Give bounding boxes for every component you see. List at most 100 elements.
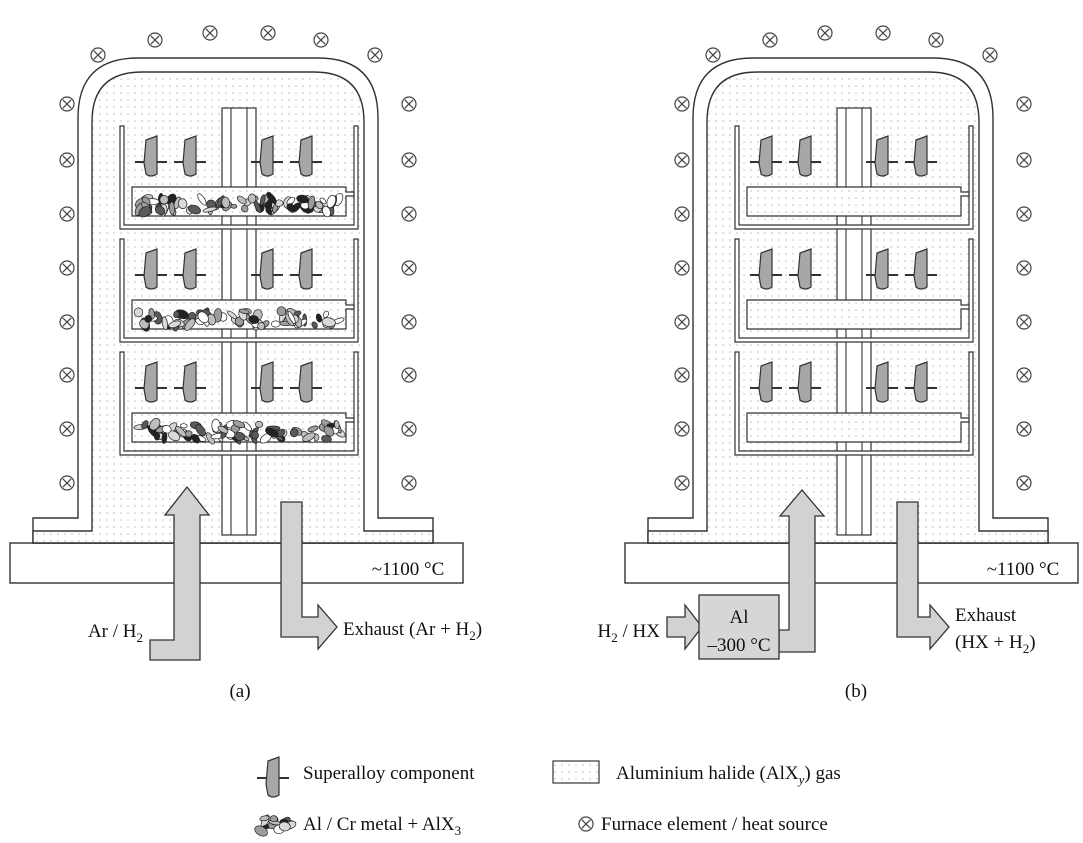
furnace-element-icon xyxy=(1016,367,1032,383)
furnace-element-icon xyxy=(59,314,75,330)
legend-gas: Aluminium halide (AlXy) gas xyxy=(552,760,841,787)
caption-a: (a) xyxy=(229,681,250,702)
furnace-element-icon xyxy=(762,32,778,48)
tray xyxy=(119,125,359,230)
superalloy-component-icon xyxy=(789,361,821,403)
inlet-label-a: Ar / H2 xyxy=(88,621,143,645)
furnace-element-icon xyxy=(928,32,944,48)
furnace-b: ~1100 °C H2 / HX Al –300 °C Exhaust (HX … xyxy=(598,25,1079,702)
furnace-element-icon xyxy=(578,816,594,832)
gas-flow-arrows-b xyxy=(666,488,950,660)
furnace-element-icon xyxy=(817,25,833,41)
furnace-a: ~1100 °C Ar / H2 Exhaust (Ar + H2) (a) xyxy=(9,25,482,702)
superalloy-component-icon xyxy=(174,135,206,177)
tray xyxy=(734,125,974,230)
inlet-arrow-a xyxy=(149,485,211,661)
inlet-label-b: H2 / HX xyxy=(598,621,661,645)
furnace-element-icon xyxy=(59,96,75,112)
superalloy-component-icon xyxy=(174,361,206,403)
furnace-element-icon xyxy=(313,32,329,48)
gas-flow-arrows-a xyxy=(149,485,338,661)
aluminium-halide-gas-swatch xyxy=(552,760,600,784)
source-box-label-1: Al xyxy=(730,607,749,628)
furnace-element-icon xyxy=(674,260,690,276)
furnace-element-icon xyxy=(367,47,383,63)
aluminium-source-box xyxy=(698,594,780,660)
legend: Superalloy component Aluminium halide (A… xyxy=(254,756,841,838)
furnace-element-icon xyxy=(90,47,106,63)
superalloy-component-icon xyxy=(866,135,898,177)
furnace-element-icon xyxy=(674,152,690,168)
furnace-element-icon xyxy=(59,260,75,276)
furnace-element-icon xyxy=(1016,152,1032,168)
furnace-element-icon xyxy=(59,475,75,491)
furnace-element-icon xyxy=(1016,96,1032,112)
superalloy-component-icon xyxy=(251,135,283,177)
al-cr-metal-pebbles-icon xyxy=(134,191,344,218)
furnace-element-icon xyxy=(401,206,417,222)
legend-metal: Al / Cr metal + AlX3 xyxy=(254,814,461,838)
base-plate-b xyxy=(624,542,1079,584)
superalloy-component-icon xyxy=(290,248,322,290)
al-cr-metal-pebbles-icon xyxy=(254,814,297,837)
superalloy-component-icon xyxy=(135,248,167,290)
superalloy-component-icon xyxy=(750,135,782,177)
superalloy-component-icon xyxy=(174,248,206,290)
exhaust-label-a: Exhaust (Ar + H2) xyxy=(343,619,482,643)
tray xyxy=(734,238,974,343)
tray xyxy=(119,238,359,343)
furnace-element-icon xyxy=(401,314,417,330)
furnace-element-icon xyxy=(982,47,998,63)
superalloy-component-icon xyxy=(905,361,937,403)
superalloy-component-icon xyxy=(750,361,782,403)
furnace-element-icon xyxy=(674,421,690,437)
superalloy-component-icon xyxy=(789,248,821,290)
superalloy-component-icon xyxy=(866,361,898,403)
furnace-element-icon xyxy=(401,260,417,276)
temperature-label-a: ~1100 °C xyxy=(372,559,445,580)
superalloy-component-icon xyxy=(290,135,322,177)
furnace-element-icon xyxy=(1016,260,1032,276)
furnace-element-icon xyxy=(59,367,75,383)
exhaust-label-b-line2: (HX + H2) xyxy=(955,632,1036,656)
furnace-element-icon xyxy=(1016,421,1032,437)
superalloy-component-icon xyxy=(905,135,937,177)
source-box-label-2: –300 °C xyxy=(706,635,770,656)
exhaust-arrow-a xyxy=(280,501,338,651)
caption-b: (b) xyxy=(845,681,867,702)
furnace-element-icon xyxy=(674,314,690,330)
tray xyxy=(734,351,974,456)
furnace-element-icon xyxy=(705,47,721,63)
source-outlet-arrow-b xyxy=(778,488,826,653)
furnace-element-icon xyxy=(674,475,690,491)
superalloy-component-icon xyxy=(135,135,167,177)
furnace-element-icon xyxy=(59,152,75,168)
legend-furnace-label: Furnace element / heat source xyxy=(601,814,828,835)
furnace-element-icon xyxy=(59,421,75,437)
base-plate-a xyxy=(9,542,464,584)
legend-metal-label: Al / Cr metal + AlX3 xyxy=(303,814,461,838)
furnace-element-icon xyxy=(674,367,690,383)
legend-superalloy: Superalloy component xyxy=(257,756,475,798)
furnace-element-icon xyxy=(1016,314,1032,330)
furnace-element-icon xyxy=(147,32,163,48)
exhaust-label-b-line1: Exhaust xyxy=(955,605,1017,626)
al-cr-metal-pebbles-icon xyxy=(133,418,346,445)
furnace-element-icon xyxy=(401,96,417,112)
superalloy-component-icon xyxy=(251,248,283,290)
furnace-element-icon xyxy=(1016,206,1032,222)
al-cr-metal-pebbles-icon xyxy=(254,814,297,837)
legend-gas-label: Aluminium halide (AlXy) gas xyxy=(616,763,841,787)
superalloy-component-icon xyxy=(135,361,167,403)
superalloy-component-icon xyxy=(290,361,322,403)
al-cr-metal-pebbles-icon xyxy=(133,306,345,332)
furnace-element-icon xyxy=(260,25,276,41)
legend-furnace: Furnace element / heat source xyxy=(578,814,828,835)
superalloy-component-icon xyxy=(750,248,782,290)
legend-superalloy-label: Superalloy component xyxy=(303,763,475,784)
furnace-element-icon xyxy=(401,367,417,383)
furnace-element-icon xyxy=(59,206,75,222)
temperature-label-b: ~1100 °C xyxy=(987,559,1060,580)
inlet-arrow-b xyxy=(666,603,703,651)
